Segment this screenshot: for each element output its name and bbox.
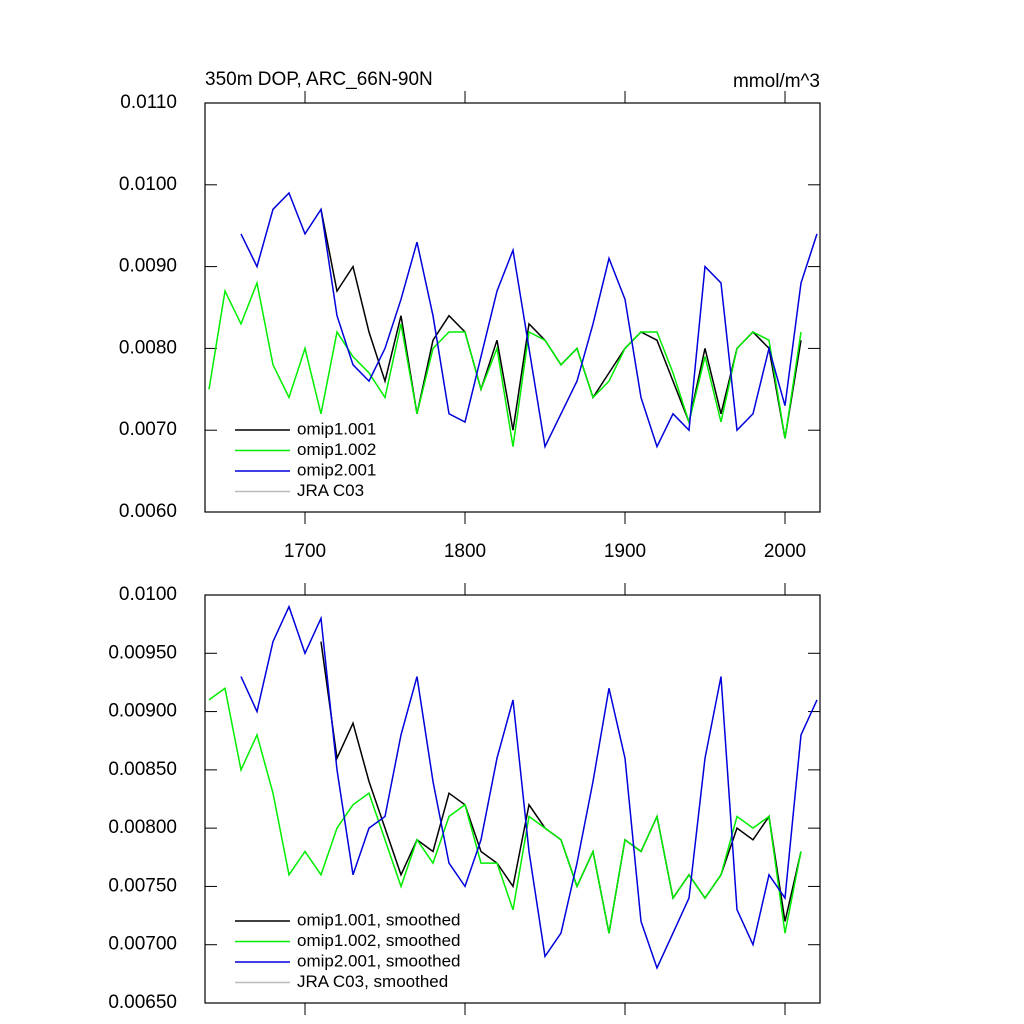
x-tick-label: 1800 <box>444 541 486 562</box>
y-tick-label: 0.00850 <box>108 759 177 780</box>
y-tick-label: 0.0110 <box>120 92 177 113</box>
y-tick-label: 0.00700 <box>108 934 177 955</box>
series-line <box>240 191 818 450</box>
y-tick-label: 0.00800 <box>108 817 177 838</box>
x-tick-label: 1700 <box>284 541 326 562</box>
units-label: mmol/m^3 <box>733 71 820 92</box>
y-tick-label: 0.0090 <box>119 256 177 277</box>
y-tick-label: 0.0070 <box>119 419 177 440</box>
legend-label: omip1.001, smoothed <box>297 910 461 929</box>
y-tick-label: 0.00750 <box>108 875 177 896</box>
legend-label: omip2.001 <box>297 460 376 479</box>
plot-frame <box>204 102 821 513</box>
series-line <box>240 604 818 971</box>
x-tick-label: 2000 <box>764 541 806 562</box>
legend-label: JRA C03, smoothed <box>297 972 448 991</box>
series-line <box>208 687 802 934</box>
x-tick-label: 1900 <box>604 541 646 562</box>
legend-label: omip1.002, smoothed <box>297 931 461 950</box>
y-tick-label: 0.0080 <box>119 337 177 358</box>
y-tick-label: 0.00950 <box>108 642 177 663</box>
legend-label: omip1.001 <box>297 419 376 438</box>
legend-label: omip1.002 <box>297 440 376 459</box>
y-tick-label: 0.0060 <box>119 501 177 522</box>
legend-label: omip2.001, smoothed <box>297 951 461 970</box>
y-tick-label: 0.0100 <box>119 174 177 195</box>
series-line <box>208 280 802 447</box>
legend-label: JRA C03 <box>297 481 364 500</box>
plot-frame <box>204 594 821 1004</box>
y-tick-label: 0.0100 <box>119 584 177 605</box>
y-tick-label: 0.00650 <box>108 992 177 1013</box>
chart-title: 350m DOP, ARC_66N-90N <box>205 69 433 90</box>
y-tick-label: 0.00900 <box>108 701 177 722</box>
